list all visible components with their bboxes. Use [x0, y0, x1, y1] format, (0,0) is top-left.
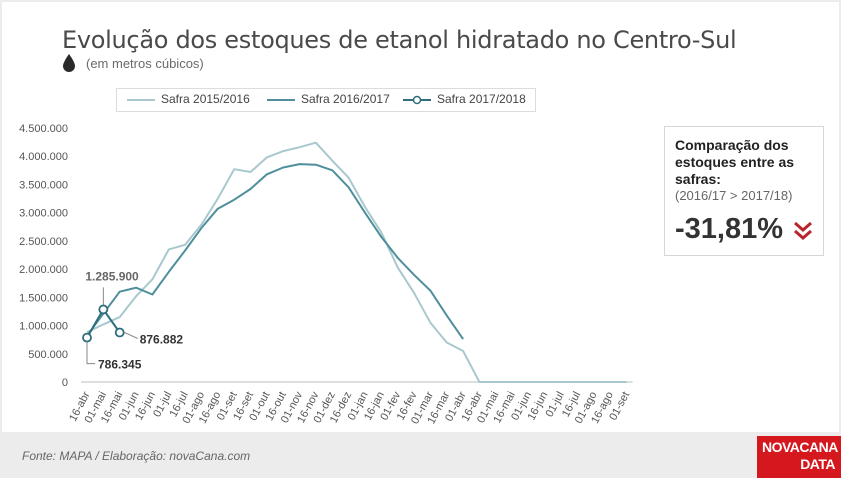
y-tick-label: 3.000.000: [19, 208, 68, 220]
source-footer: Fonte: MAPA / Elaboração: novaCana.com: [22, 449, 251, 463]
y-tick-label: 3.500.000: [19, 179, 68, 191]
page-title: Evolução dos estoques de etanol hidratad…: [62, 26, 737, 54]
data-point: [82, 332, 92, 343]
data-point: [98, 304, 109, 315]
y-tick-label: 4.000.000: [19, 151, 68, 163]
drop-icon: [63, 54, 75, 72]
annotation-leader: [124, 332, 138, 339]
logo-line1: NOVACANA: [762, 439, 838, 455]
novacana-logo: NOVACANA DATA: [757, 436, 841, 478]
y-tick-label: 1.000.000: [19, 321, 68, 333]
legend-item-2017: Safra 2017/2018: [403, 92, 526, 106]
legend-label-2015: Safra 2015/2016: [161, 92, 250, 106]
comparison-subheading: (2016/17 > 2017/18): [675, 188, 793, 203]
legend-swatch-2016: [267, 98, 295, 101]
y-tick-label: 2.000.000: [19, 264, 68, 276]
y-tick-label: 2.500.000: [19, 236, 68, 248]
series-line-1: [86, 163, 464, 340]
y-tick-label: 0: [62, 377, 68, 389]
legend-label-2016: Safra 2016/2017: [301, 92, 390, 106]
legend-swatch-2015: [127, 98, 155, 101]
y-tick-label: 4.500.000: [19, 123, 68, 135]
legend-swatch-2017: [403, 95, 431, 105]
double-chevron-down-icon: [794, 221, 812, 240]
annotation-label: 786.345: [98, 358, 142, 372]
y-tick-label: 1.500.000: [19, 292, 68, 304]
y-tick-label: 500.000: [28, 349, 68, 361]
legend-label-2017: Safra 2017/2018: [437, 92, 526, 106]
comparison-value: -31,81%: [675, 213, 784, 245]
annotation-label: 1.285.900: [85, 269, 139, 283]
annotation-label: 876.882: [140, 333, 184, 347]
comparison-box: Comparação dos estoques entre as safras:…: [664, 126, 824, 256]
legend-item-2016: Safra 2016/2017: [267, 92, 390, 106]
annotation-leader: [86, 342, 95, 365]
legend-item-2015: Safra 2015/2016: [127, 92, 250, 106]
data-point: [114, 327, 125, 338]
logo-line2: DATA: [800, 456, 835, 472]
chart-legend: Safra 2015/2016 Safra 2016/2017 Safra 20…: [116, 88, 536, 112]
comparison-heading: Comparação dos estoques entre as safras:: [675, 137, 795, 187]
series-line-0: [86, 141, 627, 383]
page-subtitle: (em metros cúbicos): [86, 56, 204, 71]
